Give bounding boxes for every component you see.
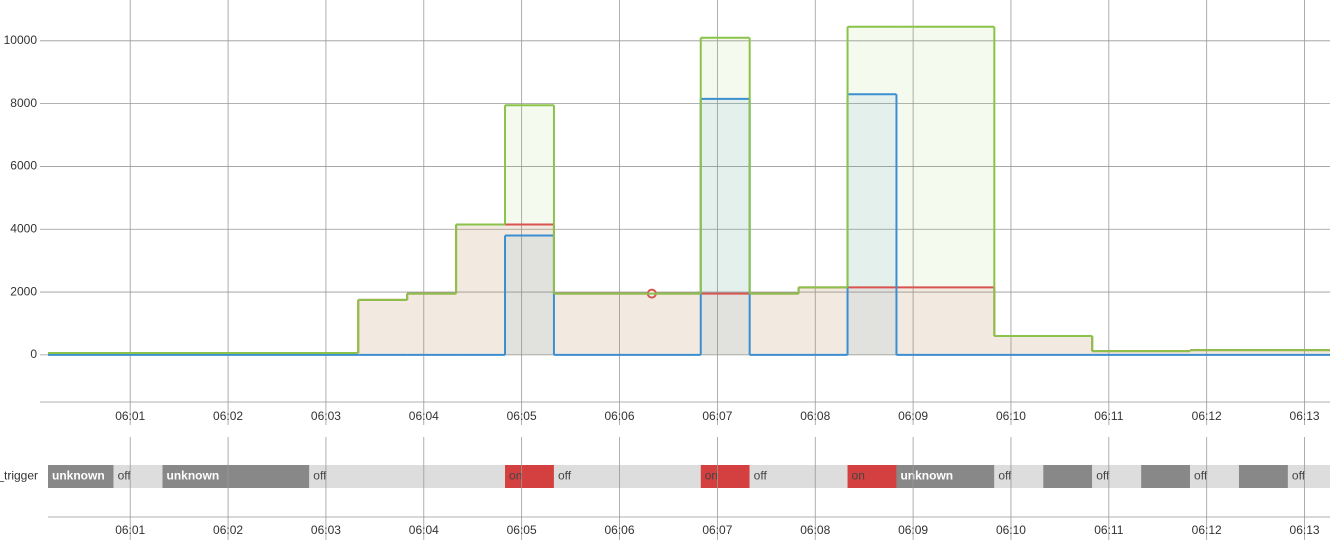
- segment-label: on: [852, 469, 865, 483]
- x-tick-label: 06:04: [409, 523, 439, 537]
- area-fill: [1092, 351, 1191, 355]
- x-tick-label: 06:06: [605, 409, 635, 423]
- x-tick-label: 06:11: [1094, 523, 1123, 537]
- area-fill: [798, 287, 848, 355]
- area-fill: [358, 299, 408, 355]
- area-fill: [994, 336, 1093, 355]
- x-tick-label: 06:09: [898, 409, 928, 423]
- segment-label: off: [118, 469, 132, 483]
- area-fill: [407, 293, 457, 355]
- timeline-segment: [48, 465, 114, 488]
- x-tick-label: 06:11: [1094, 409, 1123, 423]
- x-tick-label: 06:03: [311, 409, 341, 423]
- area-fill: [798, 287, 848, 355]
- timeline-segment: [1287, 465, 1330, 488]
- timeline-segment: [700, 465, 750, 488]
- area-fill: [749, 293, 799, 355]
- x-tick-label: 06:07: [702, 523, 732, 537]
- area-fill: [896, 287, 995, 355]
- timeline-segment: [309, 465, 506, 488]
- x-tick-label: 06:02: [213, 409, 243, 423]
- segment-label: on: [509, 469, 522, 483]
- x-tick-label: 06:08: [800, 523, 830, 537]
- segment-label: off: [1292, 469, 1306, 483]
- area-fill: [505, 224, 554, 355]
- x-tick-label: 06:13: [1290, 523, 1320, 537]
- area-fill: [1190, 350, 1330, 355]
- timeline-segment: [847, 465, 897, 488]
- area-fill: [749, 293, 799, 355]
- area-fill: [847, 287, 897, 355]
- area-fill: [1092, 351, 1191, 355]
- x-tick-label: 06:13: [1290, 409, 1320, 423]
- segment-label: off: [558, 469, 572, 483]
- timeline-label: _trigger: [0, 469, 38, 483]
- x-tick-label: 06:12: [1192, 523, 1222, 537]
- area-fill: [505, 105, 554, 355]
- timeline-segment: [505, 465, 554, 488]
- x-tick-label: 06:05: [507, 409, 537, 423]
- timeline-segment: [113, 465, 163, 488]
- timeline-segment: [896, 465, 995, 488]
- x-tick-label: 06:06: [605, 523, 635, 537]
- x-tick-label: 06:07: [702, 409, 732, 423]
- y-tick-label: 10000: [4, 33, 38, 47]
- y-tick-label: 2000: [10, 284, 37, 298]
- area-fill: [847, 26, 897, 355]
- area-fill: [456, 224, 506, 355]
- timeline-segment: [749, 465, 848, 488]
- area-fill: [700, 37, 750, 355]
- area-fill: [994, 336, 1093, 355]
- x-tick-label: 06:10: [996, 409, 1026, 423]
- timeline-segment: [553, 465, 701, 488]
- area-fill: [1190, 350, 1330, 355]
- segment-label: off: [313, 469, 327, 483]
- area-fill: [456, 224, 506, 355]
- x-tick-label: 06:08: [800, 409, 830, 423]
- segment-label: off: [1096, 469, 1110, 483]
- timeline-segment: [1238, 465, 1288, 488]
- y-tick-label: 0: [30, 347, 37, 361]
- area-fill: [553, 293, 701, 355]
- segment-label: on: [705, 469, 718, 483]
- area-fill: [700, 98, 750, 355]
- x-tick-label: 06:09: [898, 523, 928, 537]
- timeline-segment: [1043, 465, 1093, 488]
- x-tick-label: 06:02: [213, 523, 243, 537]
- timeline-segment: [994, 465, 1044, 488]
- area-fill: [358, 299, 408, 355]
- x-tick-label: 06:04: [409, 409, 439, 423]
- area-fill: [896, 26, 995, 355]
- timeline-segment: [1190, 465, 1239, 488]
- y-tick-label: 6000: [10, 159, 37, 173]
- y-tick-label: 4000: [10, 221, 37, 235]
- y-tick-label: 8000: [10, 96, 37, 110]
- x-tick-label: 06:05: [507, 523, 537, 537]
- area-fill: [407, 293, 457, 355]
- segment-label: off: [754, 469, 768, 483]
- segment-label: unknown: [166, 469, 219, 483]
- area-fill: [505, 235, 554, 355]
- timeline-segment: [1141, 465, 1191, 488]
- x-tick-label: 06:10: [996, 523, 1026, 537]
- area-fill: [553, 293, 701, 355]
- timeline-segment: [162, 465, 310, 488]
- x-tick-label: 06:12: [1192, 409, 1222, 423]
- area-fill: [847, 94, 897, 355]
- x-tick-label: 06:01: [115, 409, 145, 423]
- timeline-segment: [1092, 465, 1142, 488]
- area-fill: [700, 293, 750, 355]
- segment-label: off: [998, 469, 1012, 483]
- x-tick-label: 06:03: [311, 523, 341, 537]
- segment-label: unknown: [900, 469, 953, 483]
- segment-label: unknown: [52, 469, 105, 483]
- x-tick-label: 06:01: [115, 523, 145, 537]
- segment-label: off: [1194, 469, 1208, 483]
